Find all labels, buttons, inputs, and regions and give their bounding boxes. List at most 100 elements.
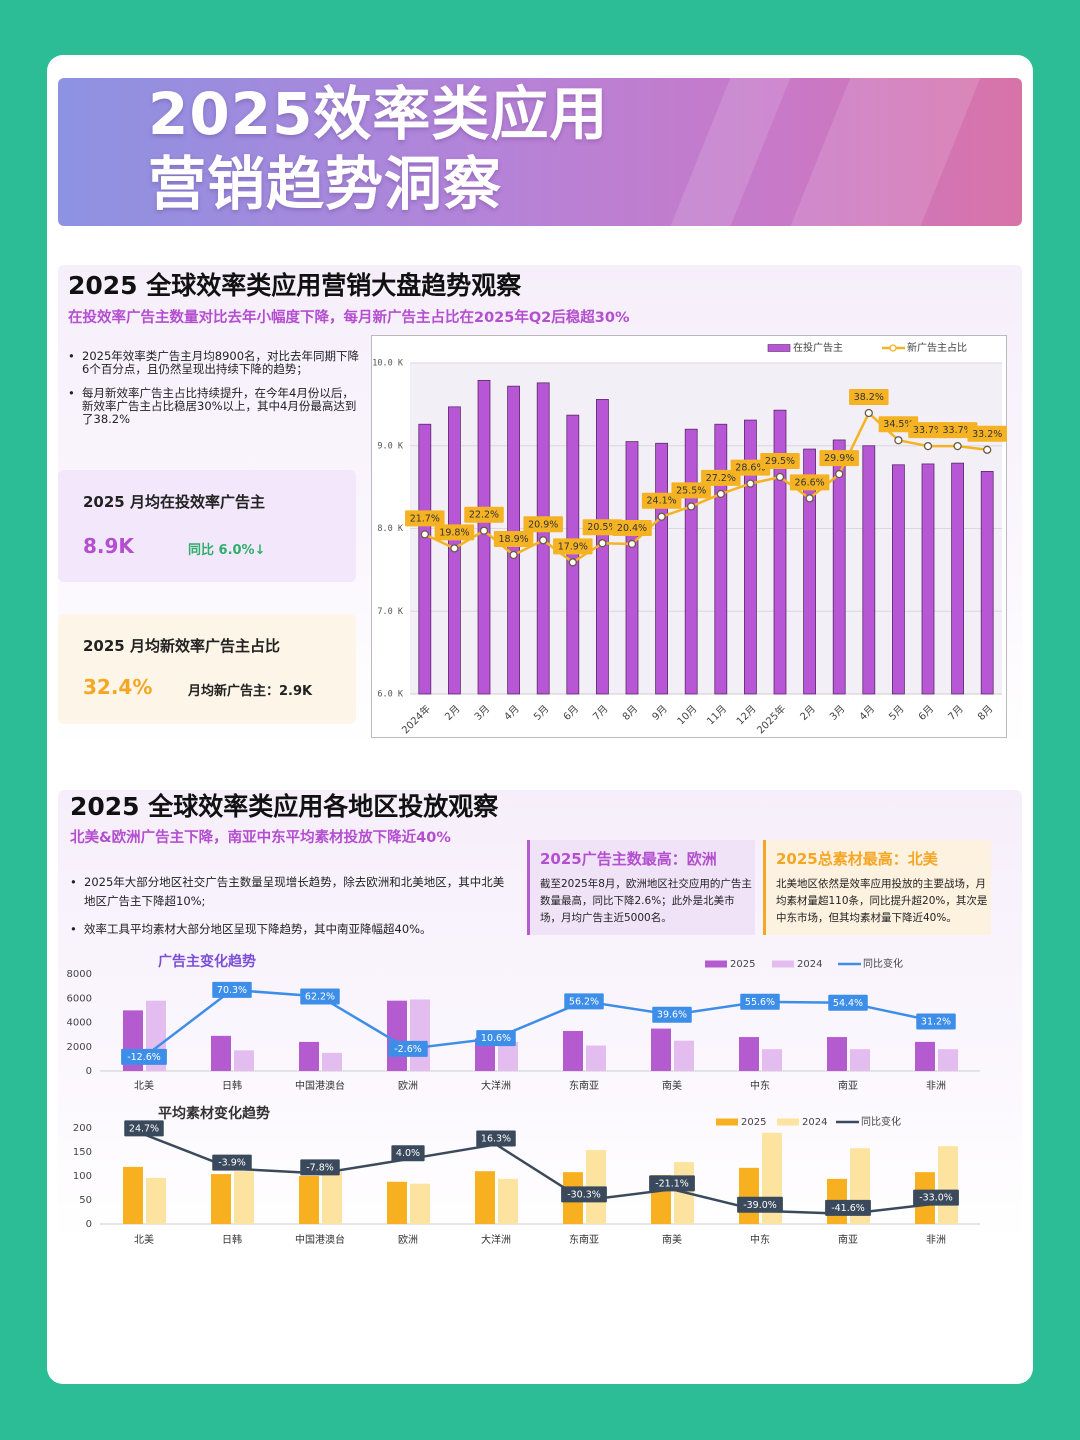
marker xyxy=(479,526,489,535)
label-box xyxy=(476,1130,516,1147)
line xyxy=(143,988,937,1058)
bar xyxy=(477,379,491,695)
x-tick-label: 2月 xyxy=(443,703,463,723)
label-box xyxy=(493,530,534,547)
x-tick-label: 5月 xyxy=(531,703,551,723)
y-tick-label: 50 xyxy=(79,1195,92,1206)
bar xyxy=(862,445,876,695)
section-title: 2025 全球效率类应用营销大盘趋势观察 xyxy=(68,271,522,300)
marker xyxy=(746,479,755,488)
bullet: 效率工具平均素材大部分地区呈现下降趋势，其中南亚降幅超40%。 xyxy=(70,923,509,937)
bar xyxy=(739,1167,759,1224)
bar xyxy=(951,462,964,695)
x-tick-label: 中东 xyxy=(750,1079,770,1092)
data-label: 33.7% xyxy=(943,425,973,436)
marker xyxy=(805,494,814,503)
label-box xyxy=(849,389,889,406)
kpi-card: 2025 月均新效率广告主占比 32.4% 月均新广告主：2.9K xyxy=(58,614,356,724)
x-tick-label: 东南亚 xyxy=(569,1233,599,1246)
bar xyxy=(625,441,639,695)
kpi-note: 同比 6.0%↓ xyxy=(188,543,266,558)
label-box xyxy=(825,1199,871,1216)
x-tick-label: 11月 xyxy=(704,703,729,728)
marker xyxy=(983,445,992,454)
data-label: -21.1% xyxy=(655,1178,689,1189)
legend-label: 同比变化 xyxy=(861,1115,901,1128)
bar xyxy=(211,1174,231,1224)
marker xyxy=(687,502,696,511)
data-label: 29.5% xyxy=(765,456,795,467)
bullet: 2025年大部分地区社交广告主数量呈现增长趋势，除去欧洲和北美地区，其中北美地区… xyxy=(70,873,509,911)
marker xyxy=(627,539,637,549)
line xyxy=(143,1133,937,1216)
x-tick-label: 6月 xyxy=(561,703,581,723)
data-label: 24.1% xyxy=(647,496,677,507)
x-tick-label: 7月 xyxy=(591,703,611,723)
line xyxy=(424,410,988,564)
label-box xyxy=(523,516,563,533)
bar xyxy=(739,1037,759,1071)
label-box xyxy=(819,450,859,467)
bar xyxy=(475,1038,495,1071)
legend-swatch xyxy=(772,960,794,968)
x-tick-label: 南美 xyxy=(662,1079,682,1092)
label-box xyxy=(612,519,652,536)
marker xyxy=(420,530,429,539)
label-box xyxy=(121,1048,167,1065)
header-title: 营销趋势洞察 xyxy=(148,150,503,218)
bar xyxy=(938,1049,958,1071)
data-label: -2.6% xyxy=(394,1044,422,1055)
bar xyxy=(146,1177,166,1224)
x-tick-label: 9月 xyxy=(650,703,670,723)
label-box xyxy=(300,988,340,1005)
x-tick-label: 4月 xyxy=(857,703,877,723)
data-label: 39.6% xyxy=(657,1010,687,1021)
data-label: 10.6% xyxy=(481,1033,511,1044)
section-title: 2025 全球效率类应用各地区投放观察 xyxy=(70,792,499,821)
x-tick-label: 南亚 xyxy=(838,1079,858,1092)
bar xyxy=(938,1146,958,1224)
x-tick-label: 中国港澳台 xyxy=(295,1233,345,1246)
x-tick-label: 东南亚 xyxy=(569,1079,599,1092)
x-tick-label: 3月 xyxy=(472,703,492,723)
label-box xyxy=(391,1145,425,1162)
label-box xyxy=(464,506,504,523)
data-label: 54.4% xyxy=(833,998,863,1009)
bar xyxy=(744,419,757,695)
data-label: 33.2% xyxy=(972,429,1002,440)
y-tick-label: 6.0 K xyxy=(377,690,403,700)
data-label: 70.3% xyxy=(217,985,247,996)
marker xyxy=(568,558,577,567)
data-label: -12.6% xyxy=(127,1052,161,1063)
legend-label: 新广告主占比 xyxy=(907,341,967,354)
x-tick-label: 12月 xyxy=(734,703,759,728)
x-tick-label: 8月 xyxy=(975,703,995,723)
data-label: 20.4% xyxy=(617,523,647,534)
bar xyxy=(410,999,430,1071)
x-tick-label: 7月 xyxy=(946,703,966,723)
y-tick-label: 8000 xyxy=(67,969,92,980)
label-box xyxy=(737,1196,783,1213)
y-tick-label: 4000 xyxy=(67,1018,92,1029)
bar xyxy=(915,1041,935,1071)
bar xyxy=(498,1041,518,1071)
data-label: -3.9% xyxy=(218,1158,246,1169)
section-subtitle: 在投效率广告主数量对比去年小幅度下降，每月新广告主占比在2025年Q2后稳超30… xyxy=(68,310,630,326)
bar xyxy=(980,471,994,695)
marker xyxy=(775,472,785,482)
y-tick-label: 0 xyxy=(86,1066,92,1077)
bar xyxy=(586,1045,606,1071)
section-subtitle: 北美&欧洲广告主下降，南亚中东平均素材投放下降近40% xyxy=(70,830,451,846)
marker xyxy=(657,512,666,521)
data-label: 22.2% xyxy=(469,510,499,521)
x-tick-label: 2025年 xyxy=(754,702,788,736)
marker xyxy=(450,544,459,553)
x-tick-label: 非洲 xyxy=(926,1234,946,1246)
legend-swatch xyxy=(889,344,897,352)
bar xyxy=(498,1178,518,1224)
legend-swatch xyxy=(767,344,791,352)
bar xyxy=(475,1171,495,1224)
kpi-title: 2025 月均在投效率广告主 xyxy=(83,493,265,511)
